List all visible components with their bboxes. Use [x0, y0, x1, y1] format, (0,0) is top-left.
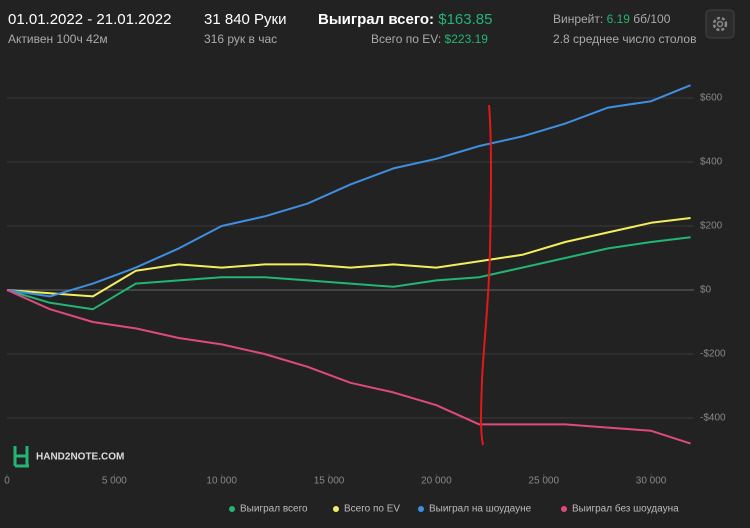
legend-marker: [418, 506, 424, 512]
plot: -$400 -$200 $0 $200 $400 $600 0 5 000 10 000 15 0…: [4, 84, 726, 515]
hands-per-hour: 316 рук в час: [204, 32, 277, 46]
y-tick-label: -$200: [700, 349, 726, 360]
y-tick-label: $600: [700, 93, 723, 104]
y-tick-label: $200: [700, 221, 723, 232]
active-time: Активен 100ч 42м: [8, 32, 108, 46]
legend-label: Всего по EV: [344, 504, 400, 515]
y-tick-label: $0: [700, 285, 712, 296]
winrate-label: Винрейт:: [553, 12, 603, 26]
date-range: 01.01.2022 - 21.01.2022: [8, 11, 171, 28]
y-tick-label: $400: [700, 157, 723, 168]
winrate-unit: бб/100: [633, 12, 670, 26]
x-tick-label: 25 000: [528, 476, 559, 487]
annotation-stroke: [480, 104, 492, 446]
legend-label: Выиграл на шоудауне: [429, 504, 532, 515]
logo: HAND2NOTE.COM: [13, 446, 124, 468]
x-tick-label: 5 000: [102, 476, 127, 487]
legend-marker: [229, 506, 235, 512]
series-line: [6, 236, 691, 311]
y-tick-label: -$400: [700, 413, 726, 424]
x-tick-label: 10 000: [206, 476, 237, 487]
logo-text: HAND2NOTE.COM: [36, 452, 124, 463]
legend-marker: [333, 506, 339, 512]
legend-label: Выиграл без шоудауна: [572, 503, 679, 515]
settings-button[interactable]: [705, 9, 735, 39]
x-tick-label: 30 000: [636, 476, 667, 487]
ev-label: Всего по EV:: [371, 32, 441, 46]
ev-total: Всего по EV: $223.19: [371, 32, 488, 46]
avg-tables: 2.8 среднее число столов: [553, 32, 696, 46]
legend-label: Выиграл всего: [240, 504, 308, 515]
x-tick-label: 15 000: [314, 476, 345, 487]
ev-value: $223.19: [445, 32, 489, 46]
series-line: [6, 84, 691, 298]
won-value: $163.85: [438, 11, 492, 28]
series-line: [6, 289, 691, 445]
winrate-value: 6.19: [607, 12, 631, 26]
won-label: Выиграл всего:: [318, 11, 434, 28]
winrate: Винрейт: 6.19 бб/100: [553, 12, 671, 26]
won-total: Выиграл всего: $163.85: [318, 11, 492, 28]
x-tick-label: 0: [4, 476, 10, 487]
legend-marker: [561, 506, 567, 512]
series-line: [6, 217, 691, 298]
hands: 31 840 Руки: [204, 11, 287, 28]
x-tick-label: 20 000: [421, 476, 452, 487]
